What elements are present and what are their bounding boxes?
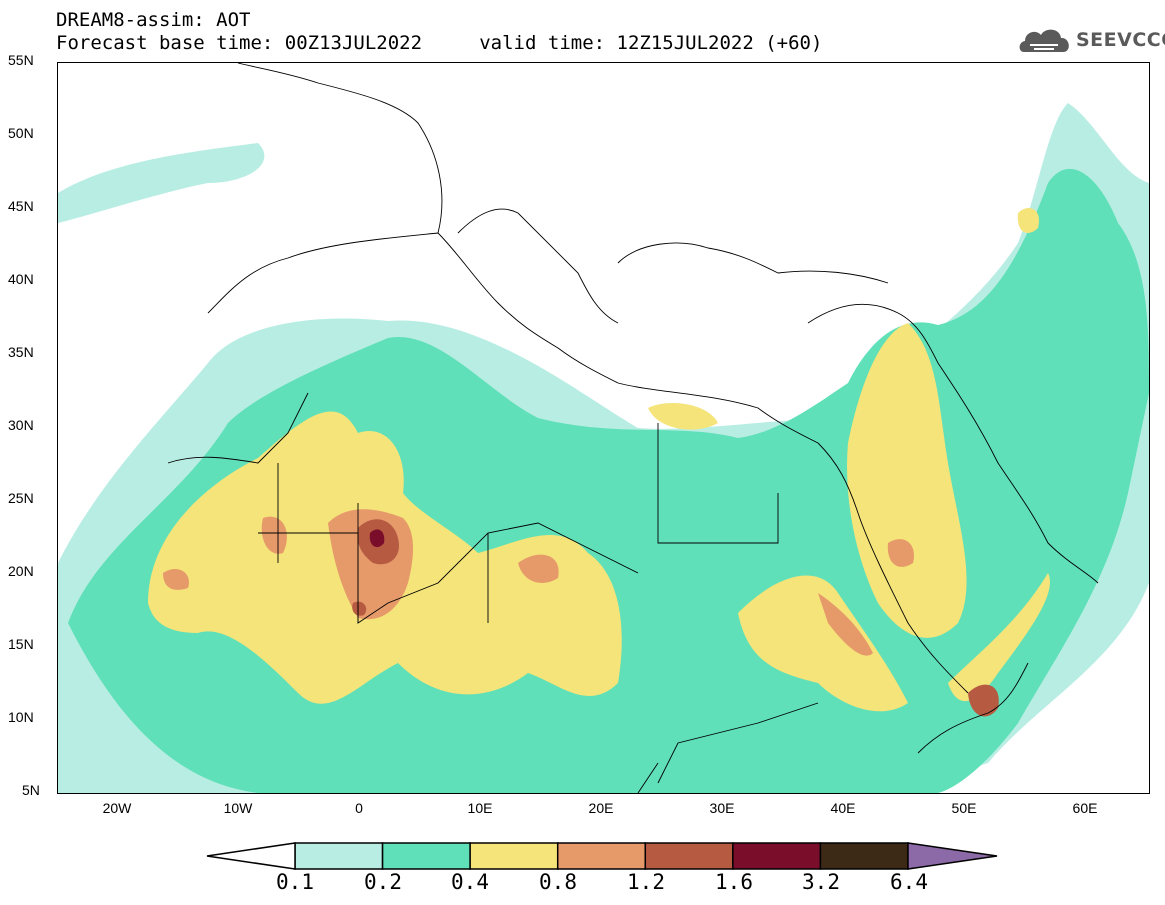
lat-tick: 55N <box>8 52 34 68</box>
colorbar <box>206 842 998 870</box>
lon-tick: 60E <box>1072 800 1098 816</box>
lon-tick: 10E <box>467 800 493 816</box>
lat-tick: 10N <box>8 709 34 725</box>
colorbar-label: 0.4 <box>451 870 489 894</box>
colorbar-label: 1.2 <box>627 870 665 894</box>
lat-tick: 30N <box>8 417 34 433</box>
colorbar-label: 0.1 <box>276 870 314 894</box>
lat-tick: 25N <box>8 490 34 506</box>
forecast-times: Forecast base time: 00Z13JUL2022 valid t… <box>56 32 823 54</box>
lon-tick: 0 <box>355 800 363 816</box>
aot-map <box>58 63 1149 793</box>
cloud-icon <box>1019 29 1069 52</box>
lon-tick: 40E <box>830 800 856 816</box>
colorbar-over-arrow <box>907 842 998 870</box>
lat-tick: 50N <box>8 125 34 141</box>
lat-tick: 15N <box>8 636 34 652</box>
colorbar-cell <box>469 842 559 870</box>
colorbar-label: 3.2 <box>802 870 840 894</box>
colorbar-label: 6.4 <box>890 870 928 894</box>
coastlines <box>167 63 1099 793</box>
colorbar-cell <box>381 842 471 870</box>
map-title: DREAM8-assim: AOT <box>56 9 251 31</box>
logo-text: SEEVCCC <box>1076 29 1165 51</box>
lat-tick: 35N <box>8 344 34 360</box>
colorbar-label: 1.6 <box>715 870 753 894</box>
colorbar-cell <box>556 842 647 870</box>
seevccc-logo: SEEVCCC <box>1018 24 1165 58</box>
map-frame <box>57 62 1150 794</box>
lon-tick: 50E <box>951 800 977 816</box>
colorbar-cell <box>819 842 909 870</box>
lon-tick: 20E <box>588 800 614 816</box>
colorbar-cell <box>294 842 384 870</box>
colorbar-cell <box>732 842 822 870</box>
colorbar-under-arrow <box>206 842 296 870</box>
lat-tick: 5N <box>22 782 40 798</box>
colorbar-cell <box>644 842 734 870</box>
lat-tick: 20N <box>8 563 34 579</box>
aot-layer-1.6 <box>369 529 385 548</box>
lon-tick: 20W <box>102 800 132 816</box>
colorbar-label: 0.2 <box>364 870 402 894</box>
lat-tick: 40N <box>8 271 34 287</box>
lon-tick: 30E <box>709 800 735 816</box>
lon-tick: 10W <box>223 800 253 816</box>
colorbar-label: 0.8 <box>539 870 577 894</box>
colorbar-cells <box>294 842 909 870</box>
lat-tick: 45N <box>8 198 34 214</box>
